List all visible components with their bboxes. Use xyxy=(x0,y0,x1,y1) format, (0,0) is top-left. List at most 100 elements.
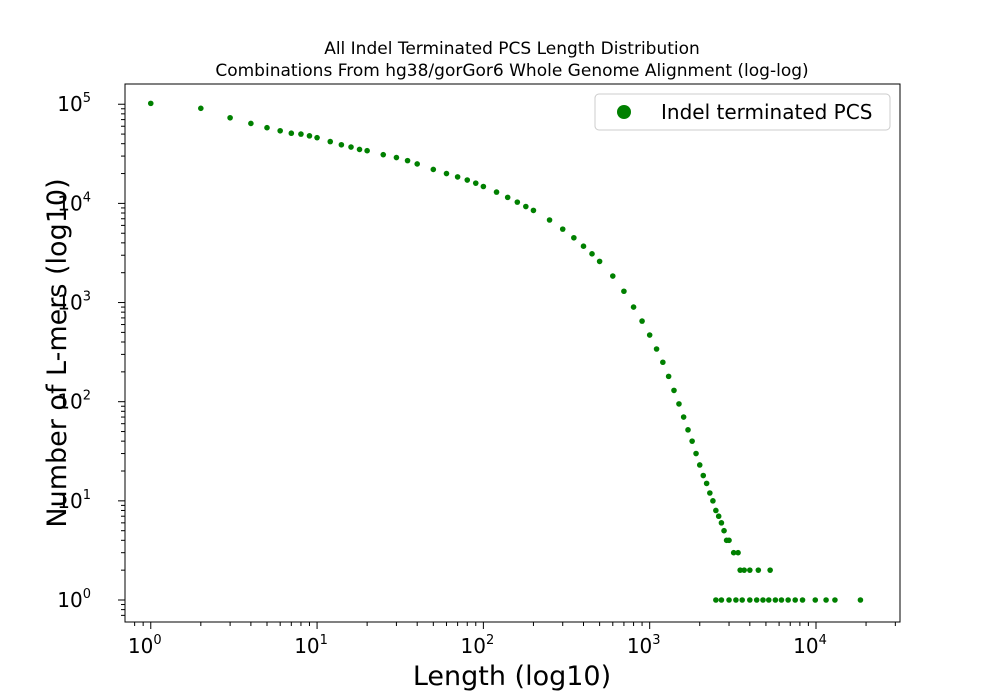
data-point xyxy=(464,177,471,183)
chart-title-line-1: All Indel Terminated PCS Length Distribu… xyxy=(324,39,700,59)
y-tick-base: 10 xyxy=(57,588,82,612)
data-point xyxy=(753,597,760,603)
data-point xyxy=(812,597,819,603)
y-tick-exponent: 5 xyxy=(83,91,91,106)
data-point xyxy=(338,141,345,148)
data-point xyxy=(721,527,727,534)
data-point xyxy=(277,127,283,134)
data-point xyxy=(288,130,295,137)
data-point xyxy=(630,304,637,310)
data-point xyxy=(689,438,695,444)
chart-title-line-2: Combinations From hg38/gorGor6 Whole Gen… xyxy=(215,61,808,81)
data-point xyxy=(676,401,682,407)
data-point xyxy=(755,567,762,573)
y-tick-exponent: 1 xyxy=(83,488,91,503)
data-point xyxy=(785,597,791,603)
data-point xyxy=(718,520,725,526)
data-point xyxy=(430,166,437,173)
data-point xyxy=(767,567,773,573)
x-tick-base: 10 xyxy=(128,634,153,658)
data-point xyxy=(857,597,864,603)
data-point xyxy=(454,174,461,180)
data-point xyxy=(741,567,747,573)
data-point xyxy=(718,597,725,603)
plot-area-frame xyxy=(124,83,901,623)
y-tick-label: 100 xyxy=(57,587,91,612)
data-point xyxy=(735,549,741,556)
data-point xyxy=(609,273,616,279)
data-point xyxy=(703,480,710,487)
x-tick-label: 101 xyxy=(294,633,328,658)
data-point xyxy=(639,318,645,324)
y-tick-label: 102 xyxy=(57,389,91,414)
data-point xyxy=(792,597,799,603)
data-point xyxy=(680,414,687,420)
data-point xyxy=(653,346,660,352)
data-point xyxy=(778,597,785,603)
y-tick-base: 10 xyxy=(57,92,82,116)
data-point xyxy=(737,567,743,573)
data-point xyxy=(504,194,511,201)
data-point xyxy=(248,120,254,127)
x-tick-exponent: 2 xyxy=(486,633,494,648)
data-point xyxy=(685,427,691,433)
data-point xyxy=(306,133,313,139)
y-tick-exponent: 3 xyxy=(83,290,91,305)
data-point xyxy=(589,251,595,257)
y-tick-exponent: 4 xyxy=(83,190,91,205)
data-point xyxy=(713,597,719,603)
data-point xyxy=(530,207,537,214)
legend-marker xyxy=(617,105,631,119)
y-tick-base: 10 xyxy=(57,191,82,215)
y-tick-label: 101 xyxy=(57,488,91,513)
data-point xyxy=(546,217,553,223)
data-point xyxy=(747,567,753,573)
x-tick-base: 10 xyxy=(294,634,319,658)
data-point xyxy=(523,203,529,210)
data-point xyxy=(665,373,672,380)
data-point xyxy=(693,450,699,457)
y-tick-label: 104 xyxy=(57,190,91,215)
data-point xyxy=(264,124,270,131)
data-point xyxy=(696,462,703,468)
data-point xyxy=(443,170,450,177)
data-point xyxy=(580,243,587,250)
data-point xyxy=(700,472,707,479)
y-tick-label: 105 xyxy=(57,91,91,116)
x-tick-label: 104 xyxy=(793,633,827,658)
x-tick-base: 10 xyxy=(793,634,818,658)
x-tick-label: 103 xyxy=(627,633,661,658)
data-point xyxy=(747,597,753,603)
data-point xyxy=(760,597,766,603)
data-point xyxy=(393,154,400,161)
x-tick-label: 102 xyxy=(461,633,495,658)
x-tick-base: 10 xyxy=(461,634,486,658)
x-tick-label: 100 xyxy=(128,633,162,658)
data-point xyxy=(414,161,420,167)
y-tick-exponent: 0 xyxy=(83,587,91,602)
x-axis-label: Length (log10) xyxy=(413,661,611,692)
data-point xyxy=(596,258,603,265)
data-point xyxy=(660,359,666,366)
data-point xyxy=(356,146,363,153)
data-point xyxy=(832,597,838,603)
data-point xyxy=(726,597,732,603)
data-point xyxy=(298,131,304,137)
data-point xyxy=(707,490,713,496)
data-point xyxy=(314,134,320,141)
data-point xyxy=(380,151,387,158)
data-point xyxy=(710,498,716,504)
data-point xyxy=(348,144,354,150)
legend-label: Indel terminated PCS xyxy=(661,100,872,124)
x-tick-base: 10 xyxy=(627,634,652,658)
data-point xyxy=(493,189,500,195)
y-axis-label: Number of L-mers (log10) xyxy=(42,178,73,527)
data-point xyxy=(621,288,627,295)
data-point xyxy=(327,138,334,145)
x-tick-exponent: 0 xyxy=(153,633,161,648)
x-axis-ticks: 100 101 102 103 104 xyxy=(128,622,896,658)
data-point xyxy=(227,114,233,121)
data-point xyxy=(571,234,577,241)
y-tick-exponent: 2 xyxy=(83,389,91,404)
